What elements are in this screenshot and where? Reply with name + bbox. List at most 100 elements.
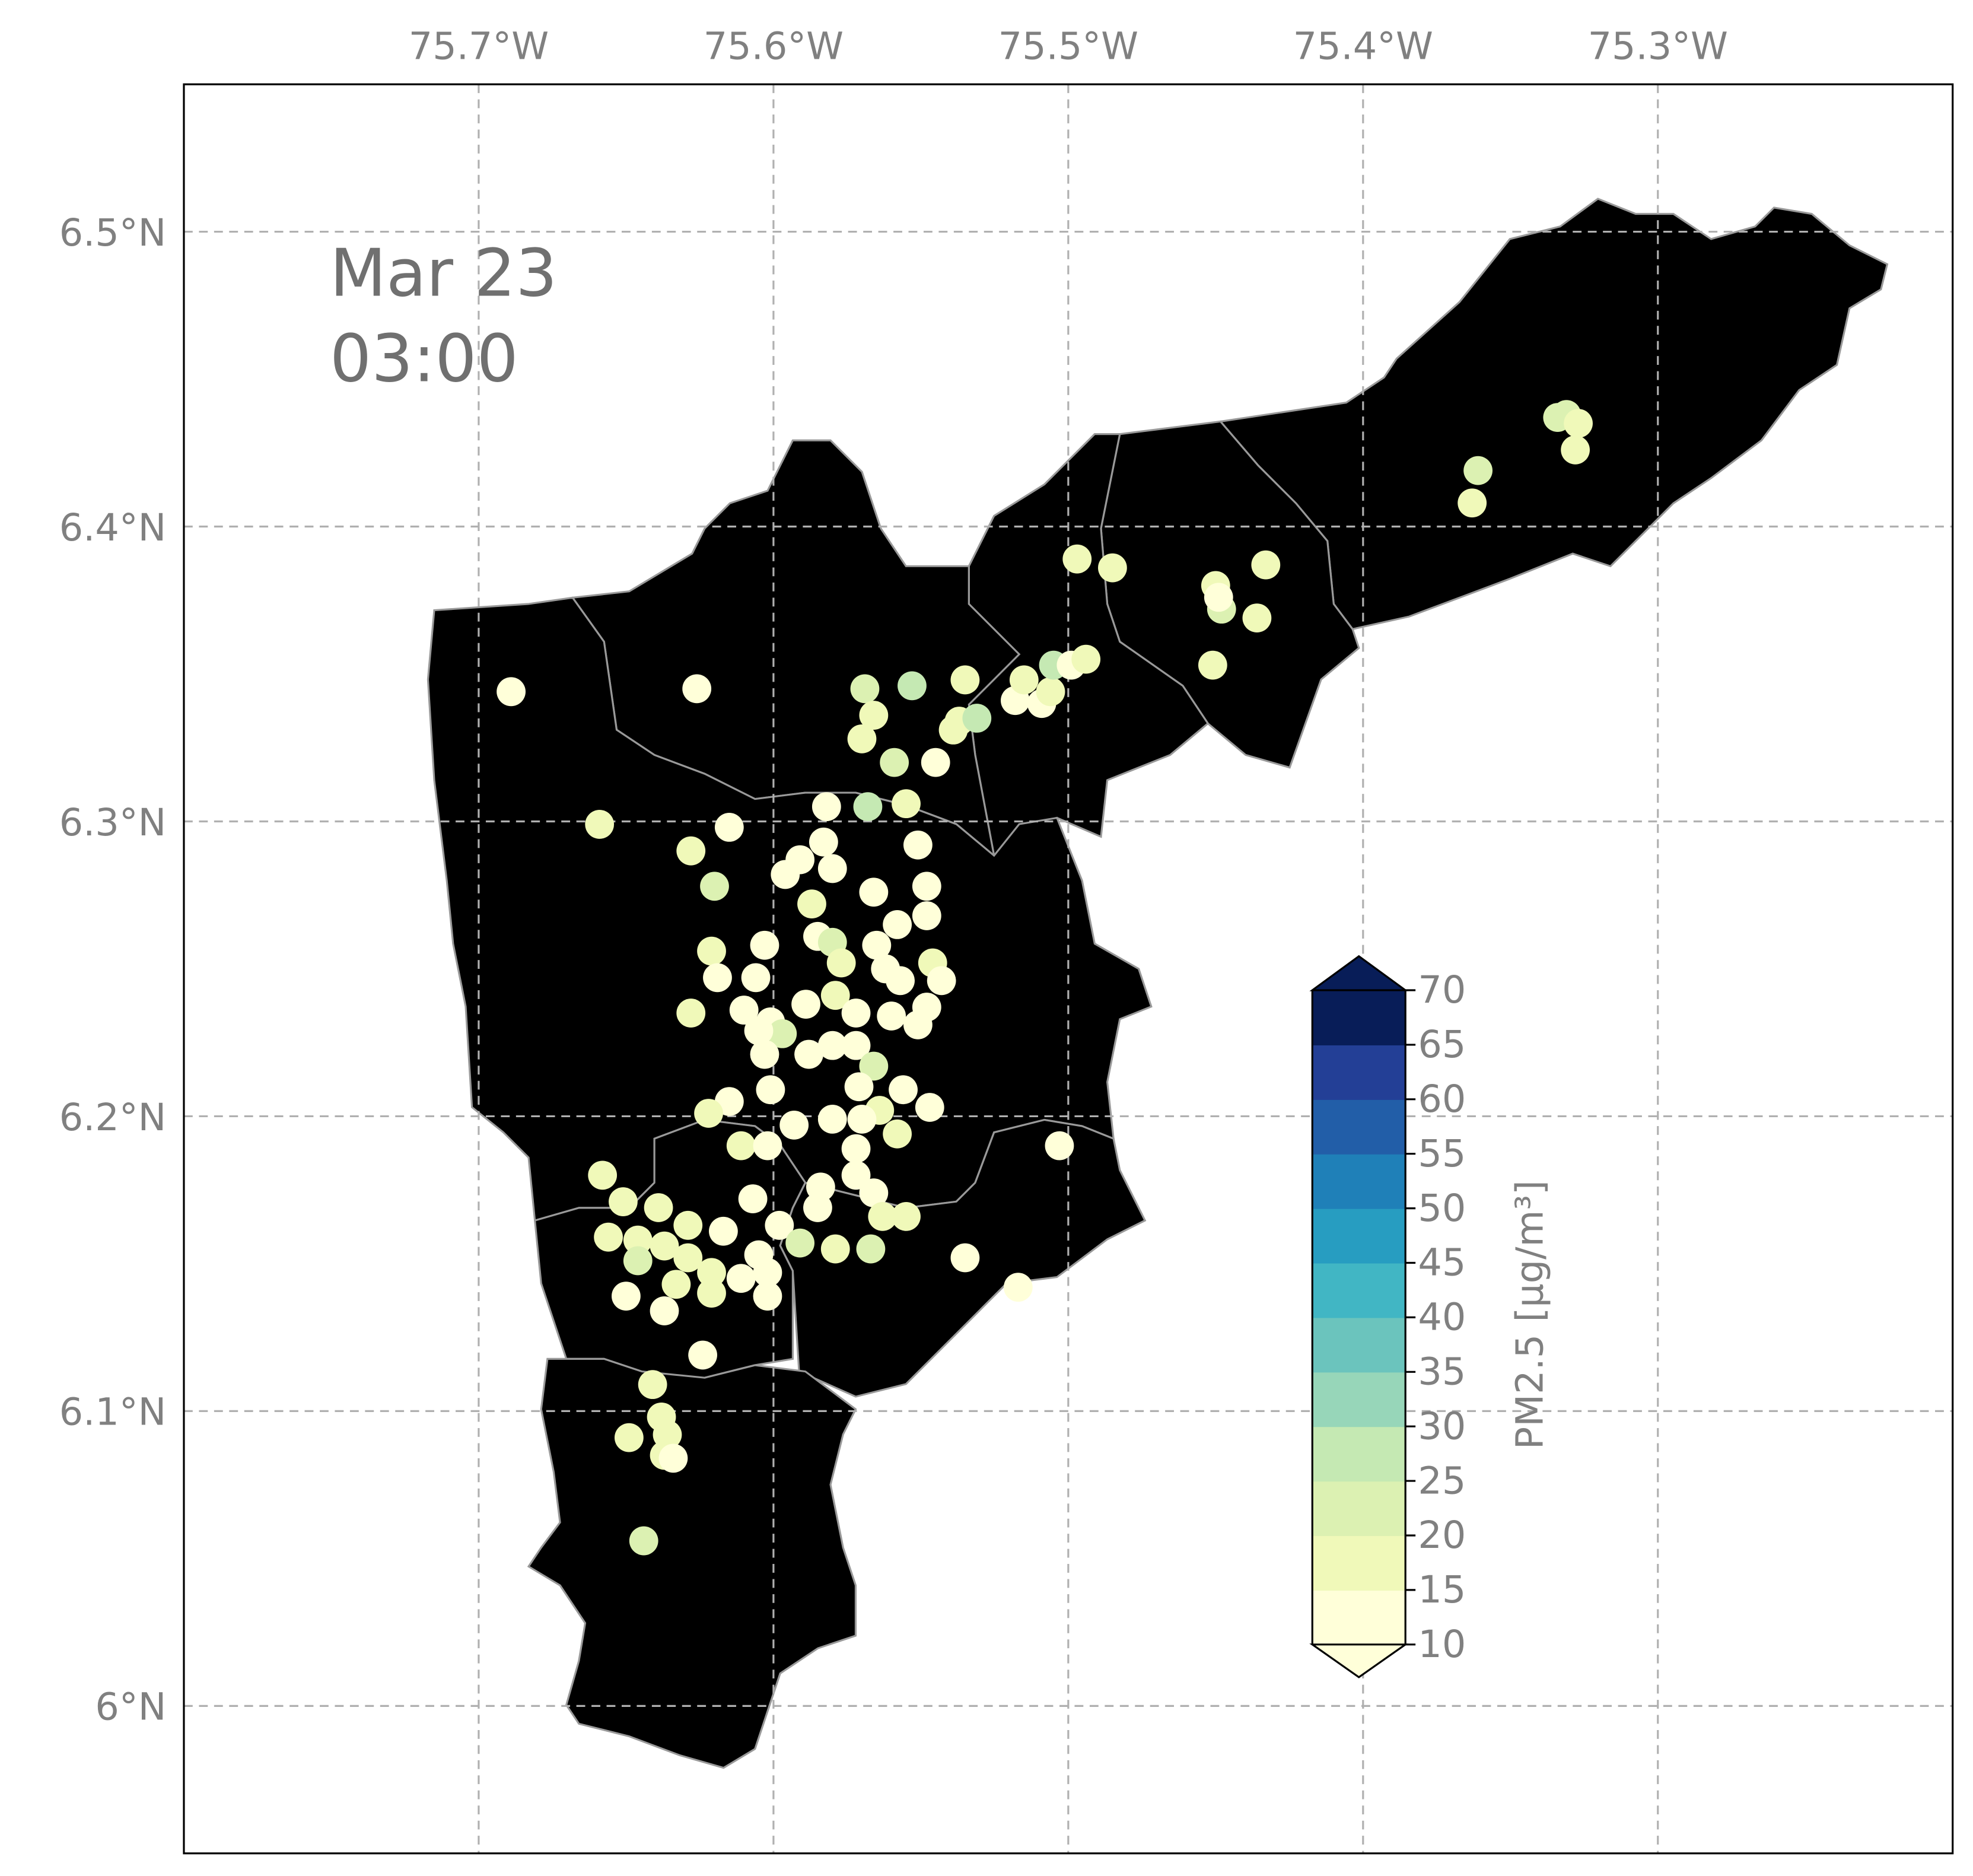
station-marker — [697, 1279, 726, 1308]
station-marker — [753, 1131, 782, 1160]
station-marker — [779, 1110, 809, 1140]
station-marker — [609, 1187, 638, 1216]
station-marker — [912, 901, 941, 930]
station-marker — [709, 1216, 738, 1246]
station-marker — [785, 1228, 815, 1258]
colorbar-tick-label: 10 — [1418, 1623, 1466, 1667]
lat-tick-label: 6.1°N — [59, 1391, 167, 1435]
station-marker — [676, 836, 706, 866]
station-marker — [841, 1160, 871, 1190]
station-marker — [753, 1258, 782, 1287]
station-marker — [841, 999, 871, 1028]
station-marker — [950, 665, 980, 695]
station-marker — [859, 1051, 889, 1081]
station-marker — [688, 1340, 718, 1370]
station-marker — [765, 1210, 794, 1240]
station-marker — [847, 1105, 877, 1134]
station-marker — [623, 1246, 653, 1276]
station-marker — [853, 792, 883, 822]
station-marker — [817, 1105, 847, 1134]
station-marker — [820, 1234, 850, 1264]
lon-tick-label: 75.3°W — [1588, 25, 1728, 69]
station-marker — [915, 1093, 944, 1122]
station-marker — [850, 674, 880, 704]
lon-tick-label: 75.6°W — [704, 25, 844, 69]
station-marker — [797, 889, 826, 919]
station-marker — [750, 930, 779, 960]
station-marker — [794, 1039, 823, 1069]
colorbar-segment — [1312, 1044, 1406, 1100]
station-marker — [962, 704, 992, 733]
colorbar-segment — [1312, 990, 1406, 1045]
station-marker — [650, 1296, 679, 1325]
colorbar-tick-label: 30 — [1418, 1404, 1466, 1448]
station-marker — [880, 748, 909, 777]
station-marker — [859, 877, 889, 907]
station-marker — [703, 963, 732, 993]
station-marker — [661, 1270, 691, 1299]
colorbar-tick-label: 50 — [1418, 1187, 1466, 1230]
station-marker — [921, 748, 950, 777]
station-marker — [1003, 1273, 1033, 1302]
station-marker — [812, 792, 841, 822]
colorbar-segment — [1312, 1535, 1406, 1591]
station-marker — [771, 860, 800, 889]
colorbar-segment — [1312, 1372, 1406, 1427]
station-marker — [892, 789, 921, 819]
lat-tick-label: 6.5°N — [59, 211, 167, 255]
station-marker — [841, 1031, 871, 1060]
station-marker — [1062, 544, 1092, 574]
station-marker — [841, 1134, 871, 1163]
station-marker — [738, 1184, 768, 1213]
lon-tick-label: 75.7°W — [409, 25, 549, 69]
lat-tick-label: 6.3°N — [59, 801, 167, 845]
station-marker — [585, 810, 615, 839]
station-marker — [868, 1202, 898, 1231]
station-marker — [658, 1443, 688, 1473]
colorbar-tick-label: 45 — [1418, 1241, 1466, 1285]
station-marker — [741, 963, 771, 993]
station-marker — [898, 671, 927, 701]
station-marker — [826, 948, 856, 978]
lon-tick-label: 75.5°W — [998, 25, 1138, 69]
station-marker — [768, 1019, 797, 1048]
station-marker — [638, 1370, 667, 1400]
colorbar-segment — [1312, 1317, 1406, 1373]
gridlines — [183, 84, 1953, 1853]
colorbar-extend-min — [1309, 1643, 1409, 1678]
colorbar-tick-label: 65 — [1418, 1023, 1466, 1067]
colorbar-label: PM2.5 [μg/m³] — [1508, 1180, 1552, 1449]
station-marker — [697, 936, 726, 966]
map-frame — [183, 83, 1954, 1855]
station-marker — [950, 1243, 980, 1273]
station-marker — [682, 674, 712, 704]
station-marker — [856, 1234, 886, 1264]
lat-tick-label: 6°N — [95, 1686, 166, 1729]
station-marker — [862, 930, 892, 960]
station-marker — [886, 966, 915, 996]
station-marker — [750, 1039, 779, 1069]
axis-ticks: 75.7°W 75.6°W 75.5°W 75.4°W 75.3°W 6.5°N 6.4°N… — [59, 25, 1728, 1729]
station-marker — [877, 1001, 906, 1031]
colorbar-segment — [1312, 1263, 1406, 1318]
station-marker — [903, 830, 933, 860]
station-marker — [1036, 677, 1065, 707]
colorbar-tick-label: 35 — [1418, 1350, 1466, 1394]
lon-tick-label: 75.4°W — [1293, 25, 1433, 69]
colorbar-tick-label: 55 — [1418, 1132, 1466, 1176]
station-marker — [1204, 583, 1233, 612]
station-marker — [844, 1072, 874, 1102]
station-marker — [714, 813, 744, 842]
station-marker — [594, 1222, 623, 1252]
station-marker — [1251, 550, 1281, 580]
station-marker — [744, 1016, 774, 1045]
station-marker — [817, 1031, 847, 1060]
station-marker — [644, 1193, 673, 1222]
station-marker — [497, 677, 526, 707]
station-marker — [1009, 665, 1039, 695]
station-marker — [697, 1258, 726, 1287]
station-marker — [729, 996, 759, 1025]
station-marker — [820, 981, 850, 1010]
station-marker — [726, 1131, 756, 1160]
